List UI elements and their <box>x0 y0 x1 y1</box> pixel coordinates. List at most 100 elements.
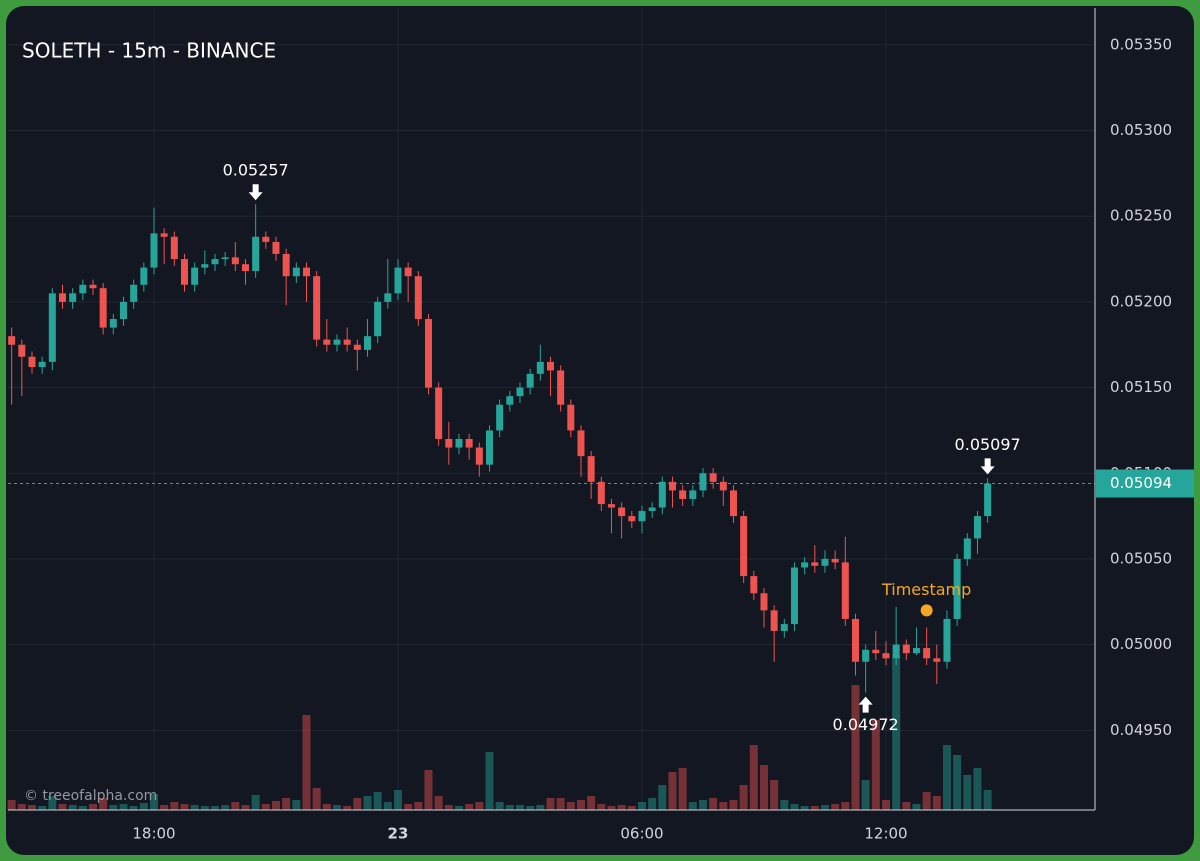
volume-bar <box>343 806 352 810</box>
candle-body <box>211 259 219 265</box>
volume-bar <box>942 745 951 810</box>
volume-bar <box>607 806 616 810</box>
candle-body <box>109 319 117 328</box>
volume-bar <box>27 805 36 810</box>
volume-bar <box>810 806 819 810</box>
volume-bar <box>536 805 545 810</box>
candle-body <box>475 447 483 465</box>
volume-bar <box>99 798 108 810</box>
candle-body <box>353 344 361 350</box>
volume-bar <box>332 805 341 810</box>
last-price-label: 0.05094 <box>1110 474 1172 492</box>
candle-body <box>384 293 392 302</box>
volume-bar <box>963 775 972 810</box>
candle-body <box>536 361 544 374</box>
volume-bar <box>597 804 606 810</box>
x-tick-label: 12:00 <box>864 825 907 843</box>
candle-body <box>953 558 961 619</box>
candle-body <box>18 344 26 357</box>
volume-bar <box>820 805 829 810</box>
volume-bar <box>48 796 57 810</box>
volume-bar <box>383 802 392 810</box>
volume-bar <box>495 802 504 810</box>
candle-body <box>719 481 727 491</box>
candle-body <box>679 490 687 499</box>
volume-bar <box>109 805 118 810</box>
x-tick-label: 06:00 <box>620 825 663 843</box>
volume-bar <box>221 805 230 810</box>
volume-bar <box>414 802 423 810</box>
marker-label: 0.05097 <box>955 435 1021 454</box>
candle-body <box>99 288 107 328</box>
volume-bar <box>912 804 921 810</box>
volume-bar <box>871 720 880 810</box>
annotation-label: Timestamp <box>881 580 971 599</box>
candle-body <box>201 264 209 268</box>
y-tick-label: 0.05350 <box>1110 35 1172 53</box>
candle-body <box>831 558 839 563</box>
volume-bar <box>38 806 47 810</box>
volume-bar <box>932 796 941 810</box>
marker-label: 0.05257 <box>223 161 289 180</box>
x-tick-label: 18:00 <box>132 825 175 843</box>
volume-bar <box>546 798 555 810</box>
volume-bar <box>780 800 789 810</box>
candle-body <box>496 404 504 431</box>
volume-bar <box>922 792 931 810</box>
volume-bar <box>851 685 860 810</box>
candle-body <box>221 257 229 260</box>
volume-bar <box>7 800 16 810</box>
candle-body <box>801 562 809 568</box>
volume-bar <box>292 800 301 810</box>
volume-bar <box>404 804 413 810</box>
candle-body <box>658 481 666 508</box>
x-tick-label: 23 <box>388 825 409 843</box>
candle-body <box>943 618 951 662</box>
candle-body <box>963 538 971 559</box>
volume-bar <box>861 780 870 810</box>
volume-bar <box>983 790 992 810</box>
volume-bar <box>454 806 463 810</box>
annotation-dot <box>920 604 933 617</box>
candle-body <box>363 336 371 350</box>
candle-body <box>729 490 737 517</box>
candle-body <box>933 658 941 662</box>
candle-body <box>28 356 36 368</box>
candle-body <box>841 562 849 619</box>
volume-bar <box>180 804 189 810</box>
marker-arrow <box>858 696 873 713</box>
candle-body <box>38 361 46 368</box>
volume-bar <box>587 796 596 810</box>
volume-bar <box>129 806 138 810</box>
candle-body <box>821 558 829 566</box>
volume-bar <box>505 805 514 810</box>
candle-body <box>252 236 260 272</box>
marker-arrow <box>248 184 263 201</box>
candle-body <box>180 259 188 285</box>
volume-bar <box>800 806 809 810</box>
candle-body <box>69 293 77 302</box>
volume-bar <box>302 715 311 810</box>
volume-bar <box>709 798 718 810</box>
candle-body <box>58 293 66 302</box>
y-tick-label: 0.04950 <box>1110 721 1172 739</box>
candle-body <box>984 483 992 517</box>
volume-layer <box>7 655 992 810</box>
candle-body <box>323 339 331 345</box>
candle-body <box>313 276 321 340</box>
volume-bar <box>790 804 799 810</box>
y-tick-label: 0.05150 <box>1110 378 1172 396</box>
volume-bar <box>119 804 128 810</box>
volume-bar <box>353 798 362 810</box>
volume-bar <box>200 806 209 810</box>
candle-body <box>740 516 748 577</box>
candle-body <box>424 319 432 388</box>
y-tick-label: 0.05250 <box>1110 207 1172 225</box>
volume-bar <box>627 806 636 810</box>
volume-bar <box>322 804 331 810</box>
candle-body <box>770 610 778 631</box>
volume-bar <box>841 802 850 810</box>
y-tick-label: 0.05300 <box>1110 121 1172 139</box>
volume-bar <box>515 805 524 810</box>
